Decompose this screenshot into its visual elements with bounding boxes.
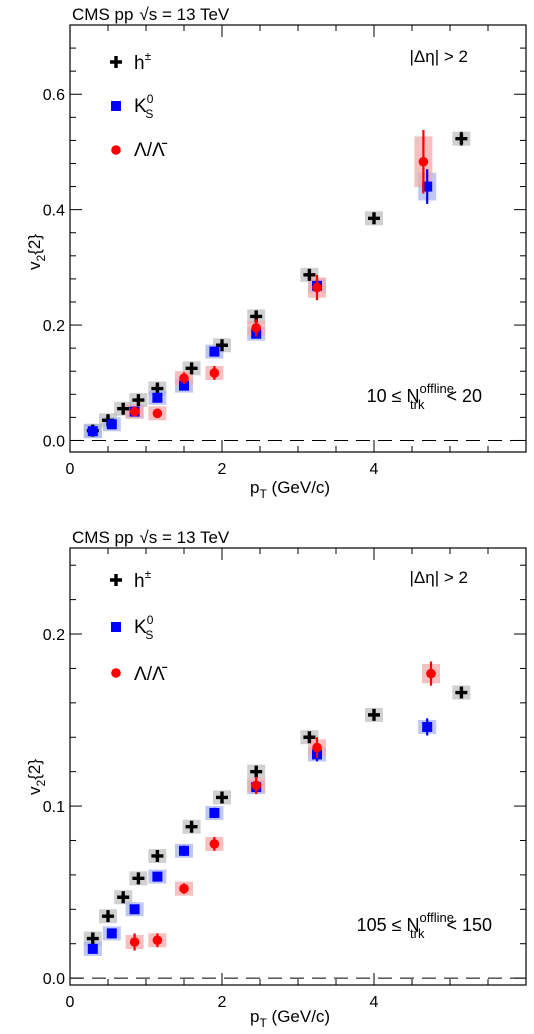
y-axis-label: v2{2} [25, 759, 48, 795]
legend-marker-hadron [110, 56, 122, 68]
legend-markers [110, 56, 122, 155]
data-point-lambda [179, 883, 189, 894]
data-point-hadron [151, 849, 164, 862]
eta-gap-label: |Δη| > 2 [410, 568, 468, 587]
legend-marker-ks0 [111, 101, 121, 111]
data-point-ks0 [87, 426, 98, 437]
legend-marker-ks0 [111, 622, 121, 632]
chart-panel-bottom: CMS pp √s = 13 TeV 0 2 4 0.0 0.1 0.2 h± K0 S Λ/… [25, 528, 527, 1030]
legend-marker-lambda [111, 668, 121, 678]
data-point-hadron [185, 820, 198, 833]
x-axis-label: pT (GeV/c) [250, 1007, 330, 1030]
data-point-lambda [129, 406, 140, 417]
data-point-hadron [455, 686, 468, 699]
data-point-ks0 [179, 845, 189, 856]
legend-marker-hadron [110, 574, 122, 586]
data-point-hadron [216, 339, 228, 352]
data-point-lambda [251, 323, 261, 333]
data-point-hadron [216, 791, 228, 804]
data-point-hadron [185, 362, 198, 375]
plot-area [83, 661, 471, 956]
data-point-hadron [86, 932, 99, 945]
legend-label-h: h± [134, 567, 152, 592]
data-point-ks0 [87, 943, 98, 954]
data-point-lambda [129, 937, 140, 947]
data-point-hadron [132, 872, 145, 885]
axis-ticks: 0 2 4 0.0 0.1 0.2 [43, 548, 527, 1011]
plot-area [83, 130, 471, 439]
multiplicity-label: 10 ≤ Noffline trk < 20 [367, 381, 482, 412]
legend: h± K0 S Λ/Λ̄ [110, 567, 168, 685]
data-point-ks0 [106, 419, 117, 430]
x-tick-label: 4 [370, 461, 379, 478]
x-tick-label: 4 [370, 994, 379, 1011]
legend-label-lambda: Λ/Λ̄ [134, 140, 168, 161]
legend-label-ks: K0 S [134, 613, 154, 642]
data-point-lambda [312, 742, 322, 753]
legend: h± K0 S Λ/Λ̄ [110, 49, 168, 161]
data-point-hadron [132, 394, 145, 407]
data-point-hadron [455, 132, 468, 145]
data-point-lambda [418, 156, 429, 167]
x-tick-label: 2 [218, 461, 227, 478]
data-point-ks0 [209, 807, 220, 818]
x-tick-label: 0 [66, 994, 75, 1011]
data-point-hadron [303, 731, 316, 744]
y-tick-label: 0.0 [43, 433, 65, 450]
data-point-ks0 [179, 380, 189, 391]
y-tick-label: 0.6 [43, 87, 65, 104]
data-point-ks0 [209, 346, 220, 357]
data-point-ks0 [152, 871, 163, 882]
y-tick-label: 0.1 [43, 799, 65, 816]
data-point-lambda [209, 839, 220, 849]
data-point-ks0 [422, 721, 433, 732]
x-tick-label: 0 [66, 461, 75, 478]
y-tick-label: 0.2 [43, 318, 65, 335]
data-point-lambda [209, 368, 220, 378]
legend-label-h: h± [134, 49, 152, 74]
data-point-lambda [312, 282, 322, 293]
chart-title: CMS pp √s = 13 TeV [72, 528, 230, 547]
x-axis-label: pT (GeV/c) [250, 478, 330, 501]
data-point-lambda [152, 408, 163, 419]
data-point-hadron [368, 708, 380, 721]
axis-ticks: 0 2 4 0.0 0.2 0.4 0.6 [43, 24, 527, 478]
data-point-ks0 [129, 904, 140, 915]
y-tick-label: 0.0 [43, 971, 65, 988]
legend-marker-lambda [111, 145, 121, 155]
multiplicity-label: 105 ≤ Noffline trk < 150 [357, 910, 492, 941]
y-axis-label: v2{2} [25, 234, 48, 270]
legend-markers [110, 574, 122, 678]
data-point-lambda [179, 373, 189, 383]
data-point-lambda [426, 668, 436, 679]
chart-panel-top: CMS pp √s = 13 TeV 0 2 4 0.0 0.2 0.4 0.6 h± K0 S… [25, 5, 527, 501]
data-point-hadron [303, 268, 316, 281]
data-point-hadron [102, 910, 114, 923]
data-point-hadron [151, 382, 164, 395]
chart-title: CMS pp √s = 13 TeV [72, 5, 230, 24]
data-point-lambda [152, 935, 163, 946]
data-point-hadron [117, 891, 130, 904]
legend-label-lambda: Λ/Λ̄ [134, 664, 168, 685]
data-point-ks0 [422, 181, 433, 192]
data-point-lambda [251, 780, 261, 791]
data-point-ks0 [106, 928, 117, 939]
eta-gap-label: |Δη| > 2 [410, 47, 468, 66]
data-point-hadron [250, 765, 263, 778]
data-point-hadron [117, 402, 130, 415]
legend-label-ks: K0 S [134, 92, 154, 121]
x-tick-label: 2 [218, 994, 227, 1011]
y-tick-label: 0.4 [43, 203, 65, 220]
data-point-hadron [368, 212, 380, 225]
y-tick-label: 0.2 [43, 627, 65, 644]
data-point-ks0 [152, 392, 163, 403]
